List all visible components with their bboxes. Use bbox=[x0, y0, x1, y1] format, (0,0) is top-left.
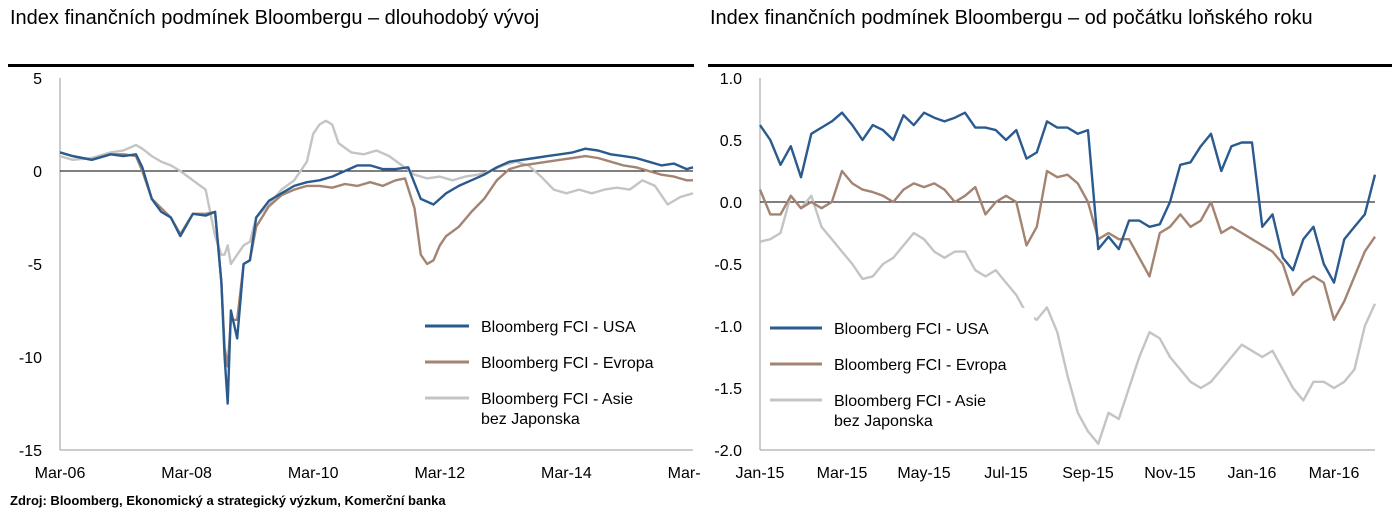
x-tick-label: Nov-15 bbox=[1144, 465, 1196, 482]
x-tick-label: May-15 bbox=[897, 465, 950, 482]
y-tick-label: 0.5 bbox=[720, 133, 742, 150]
right-chart: 1.0 0.5 0.0 -0.5 -1.0 -1.5 -2.0 Jan-15 Mar-15 May… bbox=[714, 71, 1377, 482]
series-line-usa bbox=[759, 111, 1377, 284]
y-tick-label: -0.5 bbox=[714, 257, 742, 274]
legend-box bbox=[764, 308, 1034, 448]
x-tick-label: Mar-15 bbox=[817, 465, 868, 482]
y-tick-label: 0 bbox=[33, 164, 42, 181]
y-tick-label: 1.0 bbox=[720, 71, 742, 88]
x-tick-label: Mar-16 bbox=[1309, 465, 1360, 482]
source-note: Zdroj: Bloomberg, Ekonomický a strategic… bbox=[10, 493, 446, 508]
x-tick-label: Mar-06 bbox=[35, 465, 86, 482]
series-line-asie bbox=[759, 194, 1377, 445]
left-chart: 5 0 -5 -10 -15 Mar-06 Mar-08 Mar-10 Mar-12 Mar-14… bbox=[19, 71, 700, 482]
x-tick-label: Mar-10 bbox=[288, 465, 339, 482]
y-tick-label: -15 bbox=[19, 443, 42, 460]
y-tick-label: -5 bbox=[28, 257, 42, 274]
x-tick-label: Mar-08 bbox=[161, 465, 212, 482]
legend-label: Bloomberg FCI - USA bbox=[481, 319, 636, 336]
left-chart-title: Index finančních podmínek Bloombergu – d… bbox=[10, 7, 540, 29]
y-tick-label: -1.5 bbox=[714, 381, 742, 398]
series-line-usa bbox=[59, 147, 694, 405]
x-tick-label: Mar-12 bbox=[414, 465, 465, 482]
legend-label: Bloomberg FCI - Asie bez Japonska bbox=[481, 391, 633, 428]
legend-box bbox=[419, 306, 689, 446]
x-tick-label: Jul-15 bbox=[984, 465, 1028, 482]
series-line-asie bbox=[59, 119, 694, 266]
legend-label: Bloomberg FCI - Evropa bbox=[481, 355, 654, 372]
y-tick-label: 5 bbox=[33, 71, 42, 88]
right-title-rule bbox=[708, 64, 1392, 67]
x-tick-label: Mar-16 bbox=[668, 465, 700, 482]
x-tick-label: Mar-14 bbox=[541, 465, 592, 482]
x-tick-label: Sep-15 bbox=[1062, 465, 1114, 482]
right-chart-title: Index finančních podmínek Bloombergu – o… bbox=[710, 7, 1313, 29]
y-tick-label: -10 bbox=[19, 350, 42, 367]
x-tick-label: Jan-16 bbox=[1228, 465, 1277, 482]
y-tick-label: 0.0 bbox=[720, 195, 742, 212]
y-tick-label: -1.0 bbox=[714, 319, 742, 336]
legend-label: Bloomberg FCI - Asie bez Japonska bbox=[834, 393, 986, 430]
y-tick-label: -2.0 bbox=[714, 443, 742, 460]
left-title-rule bbox=[8, 64, 694, 67]
legend-label: Bloomberg FCI - Evropa bbox=[834, 357, 1007, 374]
series-line-evropa bbox=[758, 169, 1376, 322]
x-tick-label: Jan-15 bbox=[736, 465, 785, 482]
legend-label: Bloomberg FCI - USA bbox=[834, 321, 989, 338]
